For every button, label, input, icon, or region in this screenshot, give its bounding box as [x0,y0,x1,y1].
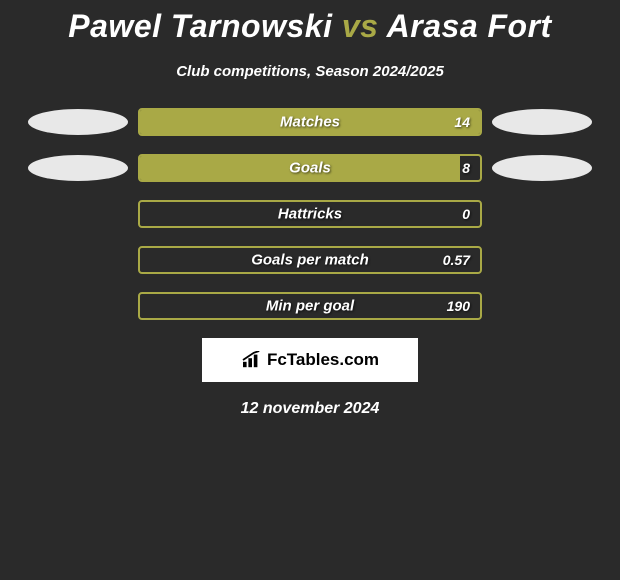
stat-bar: Matches 14 [138,108,482,136]
stat-row: Goals 8 [0,154,620,182]
stat-bar: Min per goal 190 [138,292,482,320]
stat-rows: Matches 14 Goals 8 Hattricks 0 [0,108,620,320]
left-slot [18,109,138,135]
bar-value: 14 [454,114,470,130]
stat-bar: Goals 8 [138,154,482,182]
bar-label: Goals per match [251,252,369,269]
bar-value: 190 [447,298,470,314]
bar-value: 8 [462,160,470,176]
bar-label: Hattricks [278,206,342,223]
stat-bar: Goals per match 0.57 [138,246,482,274]
stat-row: Min per goal 190 [0,292,620,320]
bar-value: 0 [462,206,470,222]
stat-bar: Hattricks 0 [138,200,482,228]
bar-label: Matches [280,114,340,131]
logo-box: FcTables.com [202,338,418,382]
right-slot [482,155,602,181]
logo: FcTables.com [241,350,379,370]
subtitle: Club competitions, Season 2024/2025 [0,63,620,80]
bar-label: Goals [289,160,331,177]
player2-name: Arasa Fort [387,8,552,44]
bar-value: 0.57 [443,252,470,268]
bar-chart-icon [241,351,263,369]
stat-row: Goals per match 0.57 [0,246,620,274]
player-badge-left [28,155,128,181]
player-badge-left [28,109,128,135]
stat-row: Hattricks 0 [0,200,620,228]
page-title: Pawel Tarnowski vs Arasa Fort [0,8,620,45]
player-badge-right [492,155,592,181]
right-slot [482,109,602,135]
bar-label: Min per goal [266,298,354,315]
left-slot [18,155,138,181]
date-text: 12 november 2024 [0,400,620,418]
logo-text: FcTables.com [267,350,379,370]
stats-card: Pawel Tarnowski vs Arasa Fort Club compe… [0,0,620,418]
player-badge-right [492,109,592,135]
player1-name: Pawel Tarnowski [68,8,332,44]
vs-text: vs [342,8,379,44]
stat-row: Matches 14 [0,108,620,136]
